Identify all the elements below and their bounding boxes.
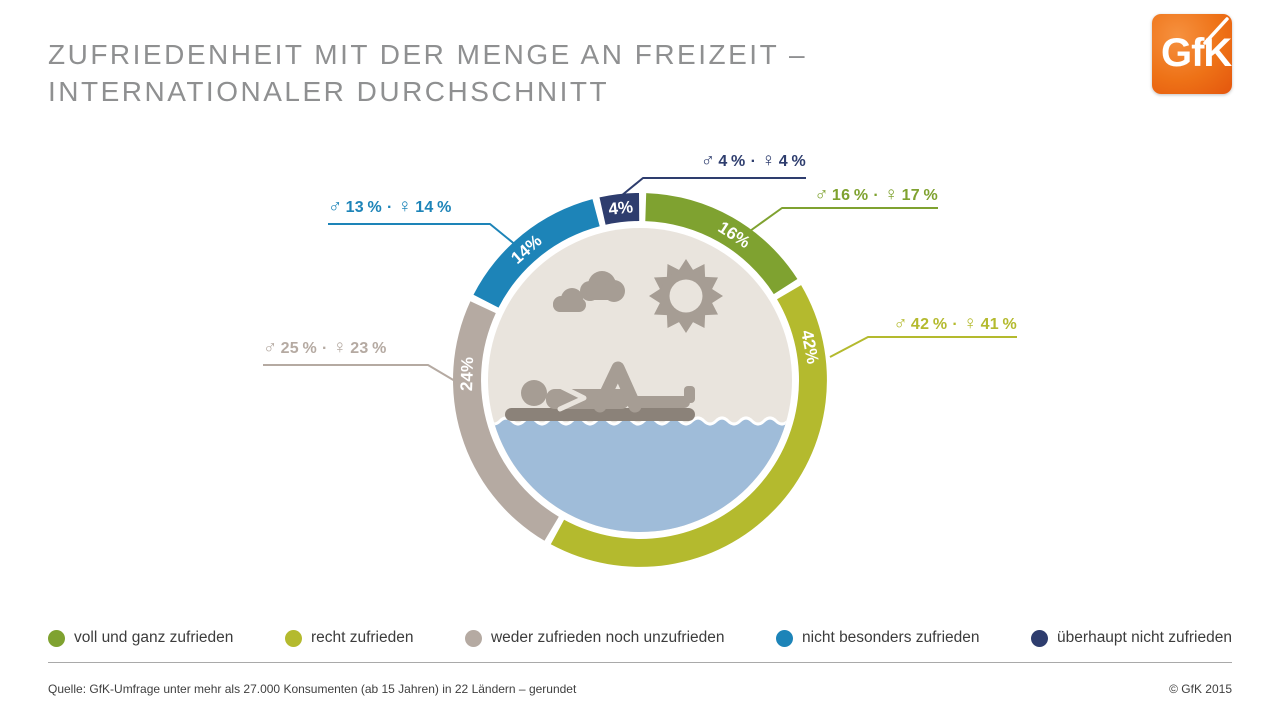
legend-item-voll-und-ganz-zufrieden: voll und ganz zufrieden [48,629,233,647]
separator-dot: · [952,316,958,333]
ring-segment-ueberhaupt-nicht-zufrieden [599,193,640,225]
sun-icon [649,259,723,333]
legend-label: recht zufrieden [310,629,414,646]
legend-item-nicht-besonders-zufrieden: nicht besonders zufrieden [776,629,980,647]
footer-source: Quelle: GfK-Umfrage unter mehr als 27.00… [48,682,577,696]
legend-item-recht-zufrieden: recht zufrieden [284,629,414,647]
separator-dot: · [322,340,328,357]
male-value: 4 % [718,153,746,170]
callout-line-voll-und-ganz-zufrieden [749,207,938,232]
legend-label: überhaupt nicht zufrieden [1057,629,1232,646]
ring-label-ueberhaupt-nicht-zufrieden: 4% [607,197,634,219]
male-value: 16 % [831,187,869,204]
female-value: 17 % [901,187,938,204]
female-symbol-icon: ♀ [761,150,776,171]
footer-copyright: © GfK 2015 [1169,682,1232,696]
clouds-icon [553,271,625,312]
legend: voll und ganz zufrieden recht zufrieden we… [48,629,1232,647]
male-value: 13 % [345,199,382,216]
male-symbol-icon: ♂ [893,313,908,334]
callout-nicht-besonders-zufrieden: ♂ 13 % · ♀ 14 % [328,196,452,218]
separator-dot: · [750,153,757,170]
legend-label: nicht besonders zufrieden [802,629,980,646]
male-symbol-icon: ♂ [700,150,716,171]
legend-dot [1031,629,1049,647]
female-symbol-icon: ♀ [963,313,978,334]
page-title-line2: INTERNATIONALER DURCHSCHNITT [48,76,610,107]
legend-label: voll und ganz zufrieden [74,629,234,646]
callout-line-weder-zufrieden-noch-unzufrieden [263,364,456,382]
male-value: 42 % [910,316,948,333]
female-symbol-icon: ♀ [397,196,413,217]
female-symbol-icon: ♀ [884,184,899,205]
legend-dot [464,629,482,647]
callout-recht-zufrieden: ♂ 42 % · ♀ 41 % [893,313,1017,335]
legend-label: weder zufrieden noch unzufrieden [490,629,725,646]
female-value: 14 % [415,199,452,216]
female-value: 23 % [350,340,387,357]
page-title: ZUFRIEDENHEIT MIT DER MENGE AN FREIZEIT … [48,36,807,110]
female-symbol-icon: ♀ [332,337,348,358]
legend-item-weder-zufrieden-noch-unzufrieden: weder zufrieden noch unzufrieden [464,629,725,647]
separator-dot: · [873,187,879,204]
ring-label-weder-zufrieden-noch-unzufrieden: 24% [457,357,477,392]
male-symbol-icon: ♂ [814,184,829,205]
callout-ueberhaupt-nicht-zufrieden: ♂ 4 % · ♀ 4 % [701,150,806,172]
logo-slash-icon [1203,17,1229,45]
legend-dot [48,629,65,647]
ring-segment-weder-zufrieden-noch-unzufrieden [453,301,559,541]
person-lying-icon [521,361,695,413]
callout-line-nicht-besonders-zufrieden [328,223,518,247]
separator-line [48,662,1232,663]
male-symbol-icon: ♂ [263,337,278,358]
female-value: 4 % [778,153,806,170]
male-value: 25 % [280,340,317,357]
callout-weder-zufrieden-noch-unzufrieden: ♂ 25 % · ♀ 23 % [263,337,387,359]
male-symbol-icon: ♂ [328,196,343,217]
gfk-logo-text: GfK [1161,31,1232,75]
legend-dot [776,629,794,647]
gfk-logo: GfK [1152,14,1232,94]
air-mattress [505,408,695,421]
ring-segment-nicht-besonders-zufrieden [473,199,600,308]
callout-line-recht-zufrieden [829,336,1017,358]
ring-segment-voll-und-ganz-zufrieden [645,193,798,295]
female-value: 41 % [980,316,1017,333]
callout-voll-und-ganz-zufrieden: ♂ 16 % · ♀ 17 % [814,184,938,206]
separator-dot: · [387,199,393,216]
page-title-line1: ZUFRIEDENHEIT MIT DER MENGE AN FREIZEIT … [48,39,808,70]
legend-dot [284,629,302,647]
callout-line-ueberhaupt-nicht-zufrieden [620,177,806,197]
ring-segment-recht-zufrieden [550,285,827,567]
legend-item--berhaupt-nicht-zufrieden: überhaupt nicht zufrieden [1031,629,1232,647]
